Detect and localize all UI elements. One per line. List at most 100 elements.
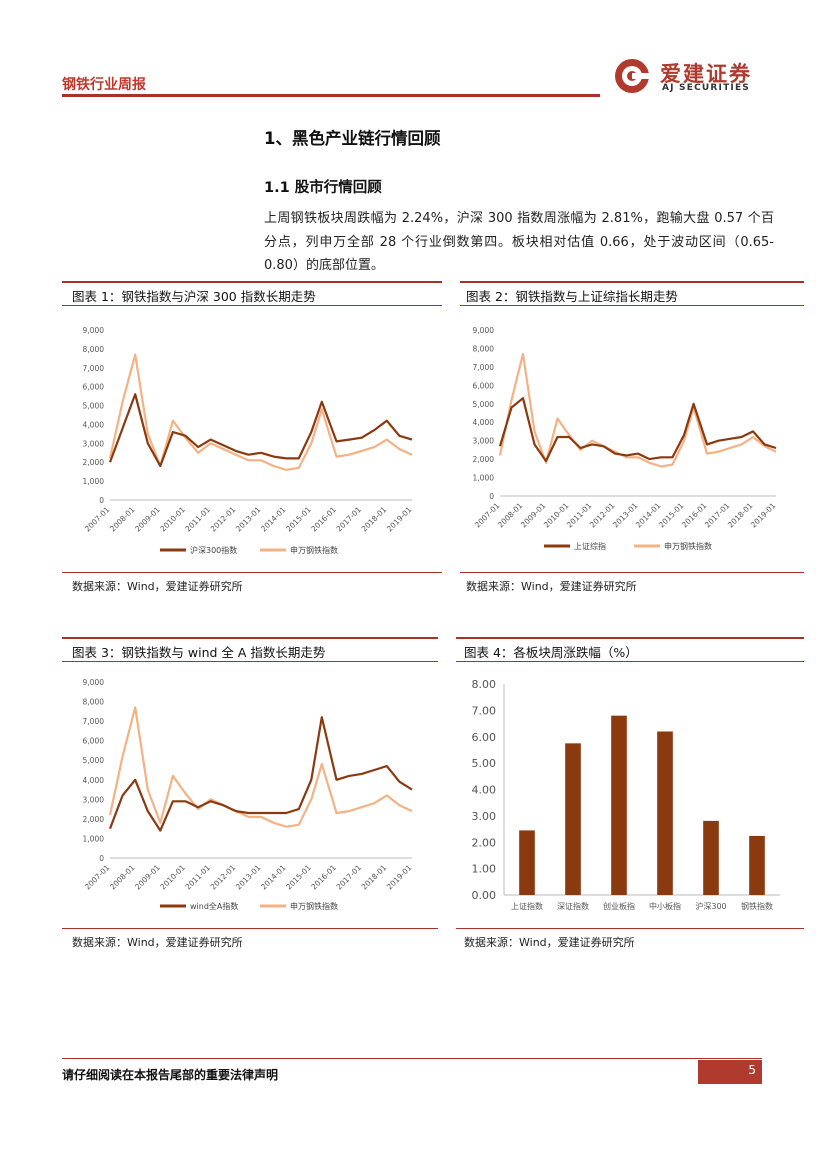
series-line-1: [498, 352, 777, 468]
figure-4-top-rule: [456, 637, 804, 639]
company-logo-text: 爱建证券: [660, 62, 752, 86]
figure-3-chart: 0 1,000 2,000 3,000 4,000 5,000 6,000 7,000 8,00…: [83, 678, 414, 911]
y-tick-label: 8,000: [473, 344, 495, 353]
x-tick-label: 2018-01: [360, 505, 389, 534]
legend-label-0: 沪深300指数: [190, 545, 237, 555]
y-tick-label: 9,000: [83, 678, 105, 687]
y-tick-label: 6.00: [472, 731, 497, 744]
y-tick-label: 4.00: [472, 784, 497, 797]
figure-1-top-rule: [62, 281, 442, 283]
legend-label-1: 申万钢铁指数: [290, 901, 338, 911]
x-tick-label: 2008-01: [108, 505, 137, 534]
y-tick-label: 9,000: [473, 326, 495, 335]
x-tick-label: 2012-01: [209, 505, 238, 534]
y-tick-label: 7,000: [83, 364, 105, 373]
x-tick-label: 中小板指: [649, 901, 681, 911]
y-tick-label: 6,000: [83, 737, 105, 746]
x-tick-label: 2015-01: [284, 505, 313, 534]
figure-3-top-rule: [62, 637, 438, 639]
bar-5: [749, 835, 765, 895]
figure-2-source: 数据来源：Wind，爱建证券研究所: [466, 580, 637, 593]
x-tick-label: 2007-01: [83, 863, 112, 892]
x-tick-label: 2016-01: [309, 505, 338, 534]
legend-label-0: wind全A指数: [190, 901, 238, 911]
x-tick-label: 2019-01: [385, 863, 414, 892]
y-tick-label: 0.00: [472, 889, 497, 902]
x-tick-label: 2017-01: [335, 863, 364, 892]
figure-2-bottom-rule: [460, 572, 804, 573]
legend-label-0: 上证综指: [574, 541, 606, 551]
y-tick-label: 1,000: [83, 477, 105, 486]
x-tick-label: 上证指数: [511, 901, 543, 911]
y-tick-label: 5,000: [473, 400, 495, 409]
y-tick-label: 3,000: [83, 439, 105, 448]
x-tick-label: 2016-01: [309, 863, 338, 892]
y-tick-label: 2.00: [472, 836, 497, 849]
y-tick-label: 0: [489, 492, 494, 501]
bar-3: [657, 731, 673, 895]
y-tick-label: 5,000: [83, 756, 105, 765]
x-tick-label: 2014-01: [259, 505, 288, 534]
y-tick-label: 7,000: [83, 717, 105, 726]
header-divider: [62, 94, 600, 97]
x-tick-label: 2009-01: [133, 863, 162, 892]
y-tick-label: 8,000: [83, 345, 105, 354]
series-line-0: [498, 397, 777, 463]
y-tick-label: 9,000: [83, 326, 105, 335]
x-tick-label: 2007-01: [83, 505, 112, 534]
y-tick-label: 1,000: [473, 474, 495, 483]
y-tick-label: 4,000: [473, 418, 495, 427]
summary-paragraph: 上周钢铁板块周跌幅为 2.24%，沪深 300 指数周涨幅为 2.81%，跑输大…: [264, 211, 774, 273]
figure-3-caption: 图表 3：钢铁指数与 wind 全 A 指数长期走势: [72, 645, 326, 660]
figure-4-chart: 0.00 1.00 2.00 3.00 4.00 5.00 6.00 7.00 8.00 上证指数…: [472, 678, 780, 911]
x-tick-label: 2009-01: [133, 505, 162, 534]
figure-1-source: 数据来源：Wind，爱建证券研究所: [72, 580, 243, 593]
y-tick-label: 5,000: [83, 402, 105, 411]
x-tick-label: 2019-01: [385, 505, 414, 534]
x-tick-label: 2011-01: [184, 863, 213, 892]
y-tick-label: 4,000: [83, 776, 105, 785]
figure-2-caption: 图表 2：钢铁指数与上证综指长期走势: [466, 289, 678, 304]
figure-2-top-rule: [460, 281, 804, 283]
x-tick-label: 2010-01: [158, 863, 187, 892]
y-tick-label: 1.00: [472, 863, 497, 876]
x-tick-label: 创业板指: [603, 901, 635, 911]
bar-1: [565, 743, 581, 895]
y-tick-label: 2,000: [83, 458, 105, 467]
section-title: 1、黑色产业链行情回顾: [264, 129, 441, 148]
x-tick-label: 2012-01: [209, 863, 238, 892]
series-line-0: [108, 393, 413, 468]
company-logo-subtext: AJ SECURITIES: [662, 83, 750, 93]
series-line-0: [108, 716, 413, 832]
x-tick-label: 2010-01: [158, 505, 187, 534]
company-logo-icon: [615, 59, 652, 93]
figure-4-bottom-rule: [456, 928, 804, 929]
bar-2: [611, 715, 627, 895]
y-tick-label: 2,000: [473, 455, 495, 464]
y-tick-label: 6,000: [83, 383, 105, 392]
figure-1-caption-rule: [62, 305, 442, 306]
x-tick-label: 2014-01: [259, 863, 288, 892]
x-tick-label: 2018-01: [360, 863, 389, 892]
y-tick-label: 8.00: [472, 678, 497, 691]
figure-4-caption: 图表 4：各板块周涨跌幅（%）: [464, 645, 638, 660]
y-tick-label: 3,000: [83, 795, 105, 804]
x-tick-label: 2019-01: [749, 501, 778, 530]
figure-3-source: 数据来源：Wind，爱建证券研究所: [72, 936, 243, 949]
y-tick-label: 0: [99, 496, 104, 505]
bar-0: [519, 830, 535, 895]
x-tick-label: 深证指数: [557, 901, 589, 911]
x-tick-label: 2008-01: [108, 863, 137, 892]
y-tick-label: 1,000: [83, 834, 105, 843]
figure-1-chart: 0 1,000 2,000 3,000 4,000 5,000 6,000 7,000 8,00…: [83, 326, 414, 555]
subsection-title: 1.1 股市行情回顾: [264, 180, 382, 196]
series-line-1: [108, 706, 413, 828]
x-tick-label: 2013-01: [234, 863, 263, 892]
footer-divider: [62, 1058, 762, 1059]
figure-4-source: 数据来源：Wind，爱建证券研究所: [464, 936, 635, 949]
x-tick-label: 2013-01: [234, 505, 263, 534]
figure-3-caption-rule: [62, 661, 438, 662]
footer-disclaimer: 请仔细阅读在本报告尾部的重要法律声明: [62, 1068, 279, 1082]
x-tick-label: 2017-01: [335, 505, 364, 534]
figure-1-caption: 图表 1：钢铁指数与沪深 300 指数长期走势: [72, 289, 316, 304]
